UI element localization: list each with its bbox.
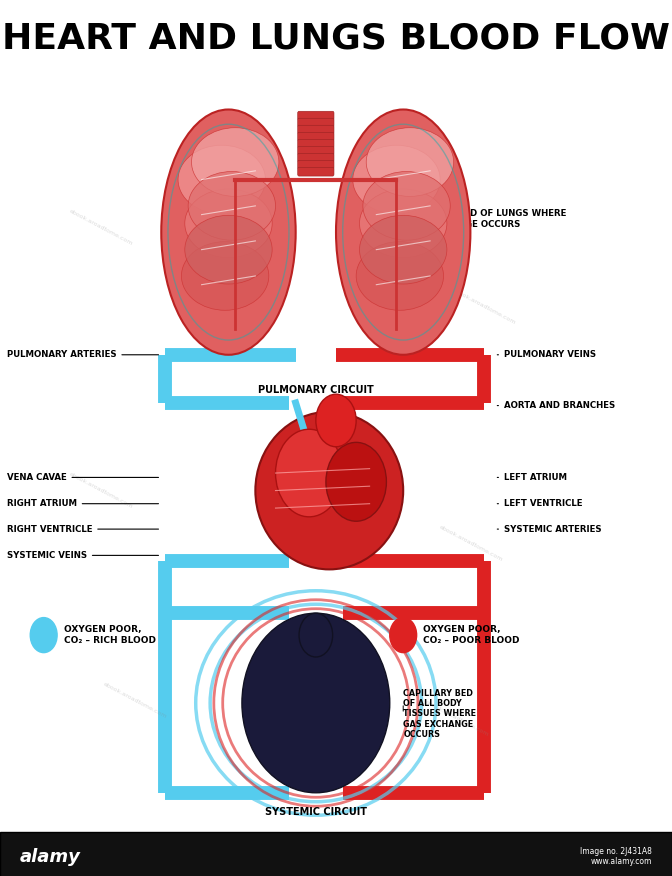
- Text: PULMONARY ARTERIES: PULMONARY ARTERIES: [7, 350, 159, 359]
- Text: ebook.aroadtome.com: ebook.aroadtome.com: [101, 682, 167, 720]
- Circle shape: [299, 613, 333, 657]
- Text: alamy: alamy: [20, 848, 81, 865]
- Text: AORTA AND BRANCHES: AORTA AND BRANCHES: [497, 401, 616, 410]
- Circle shape: [30, 618, 57, 653]
- FancyBboxPatch shape: [0, 832, 672, 876]
- Text: SYSTEMIC CIRCUIT: SYSTEMIC CIRCUIT: [265, 807, 367, 817]
- Ellipse shape: [185, 215, 272, 284]
- Text: OXYGEN POOR,
CO₂ – POOR BLOOD: OXYGEN POOR, CO₂ – POOR BLOOD: [423, 625, 520, 645]
- FancyBboxPatch shape: [298, 139, 334, 148]
- FancyBboxPatch shape: [298, 111, 334, 120]
- Ellipse shape: [316, 394, 356, 447]
- Ellipse shape: [178, 145, 265, 214]
- Ellipse shape: [185, 189, 272, 258]
- Text: HEART AND LUNGS BLOOD FLOW: HEART AND LUNGS BLOOD FLOW: [2, 22, 670, 56]
- Text: CAPILLARY BED
OF ALL BODY
TISSUES WHERE
GAS EXCHANGE
OCCURS: CAPILLARY BED OF ALL BODY TISSUES WHERE …: [403, 689, 476, 739]
- Circle shape: [390, 618, 417, 653]
- Ellipse shape: [181, 242, 269, 310]
- Ellipse shape: [366, 128, 454, 196]
- FancyBboxPatch shape: [298, 167, 334, 176]
- Ellipse shape: [336, 110, 470, 355]
- Text: PULMONARY CIRCUIT: PULMONARY CIRCUIT: [258, 385, 374, 395]
- Ellipse shape: [353, 145, 440, 214]
- FancyBboxPatch shape: [298, 153, 334, 162]
- Text: VENA CAVAE: VENA CAVAE: [7, 473, 159, 482]
- Text: ebook.aroadtome.com: ebook.aroadtome.com: [68, 208, 134, 247]
- Text: ebook.aroadtome.com: ebook.aroadtome.com: [451, 287, 517, 326]
- FancyBboxPatch shape: [298, 118, 334, 127]
- Text: LEFT VENTRICLE: LEFT VENTRICLE: [497, 499, 583, 508]
- Ellipse shape: [363, 172, 450, 240]
- Ellipse shape: [242, 613, 390, 793]
- Text: OXYGEN POOR,
CO₂ – RICH BLOOD: OXYGEN POOR, CO₂ – RICH BLOOD: [64, 625, 156, 645]
- Text: PULMONARY VEINS: PULMONARY VEINS: [497, 350, 596, 359]
- Text: CAPILLARY BED OF LUNGS WHERE
GAS EXCHANGE OCCURS: CAPILLARY BED OF LUNGS WHERE GAS EXCHANG…: [396, 209, 566, 229]
- Text: LEFT ATRIUM: LEFT ATRIUM: [497, 473, 567, 482]
- Text: Image no. 2J431A8
www.alamy.com: Image no. 2J431A8 www.alamy.com: [580, 847, 652, 866]
- FancyBboxPatch shape: [298, 132, 334, 141]
- FancyBboxPatch shape: [298, 160, 334, 169]
- Ellipse shape: [360, 189, 447, 258]
- Ellipse shape: [255, 412, 403, 569]
- FancyBboxPatch shape: [298, 125, 334, 134]
- Text: RIGHT ATRIUM: RIGHT ATRIUM: [7, 499, 159, 508]
- Text: ebook.aroadtome.com: ebook.aroadtome.com: [68, 471, 134, 510]
- Text: ebook.aroadtome.com: ebook.aroadtome.com: [437, 524, 503, 562]
- Ellipse shape: [326, 442, 386, 521]
- FancyBboxPatch shape: [298, 146, 334, 155]
- Text: ebook.aroadtome.com: ebook.aroadtome.com: [424, 699, 490, 738]
- Ellipse shape: [360, 215, 447, 284]
- Ellipse shape: [276, 429, 343, 517]
- Ellipse shape: [356, 242, 444, 310]
- Text: SYSTEMIC VEINS: SYSTEMIC VEINS: [7, 551, 159, 560]
- Ellipse shape: [188, 172, 276, 240]
- Ellipse shape: [161, 110, 296, 355]
- Text: SYSTEMIC ARTERIES: SYSTEMIC ARTERIES: [497, 525, 601, 533]
- Ellipse shape: [192, 128, 279, 196]
- Text: RIGHT VENTRICLE: RIGHT VENTRICLE: [7, 525, 159, 533]
